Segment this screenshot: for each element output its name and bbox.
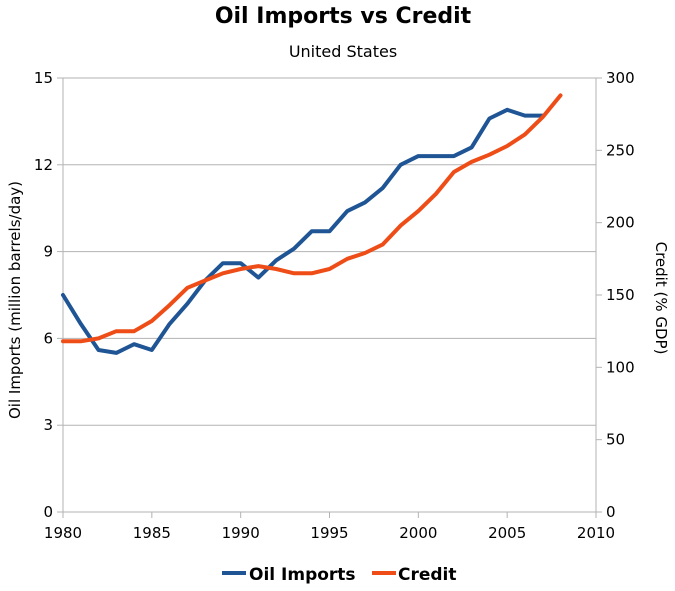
x-tick-labels: 1980 1985 1990 1995 2000 2005 2010: [44, 512, 615, 542]
series-line-credit: [61, 93, 563, 344]
right-y-tick-label-100: 100: [606, 358, 635, 376]
left-y-tick-label-9: 9: [43, 243, 53, 261]
x-tick-label-1990: 1990: [222, 524, 260, 542]
x-tick-label-2000: 2000: [399, 524, 437, 542]
left-y-tick-label-15: 15: [34, 69, 53, 87]
legend: Oil Imports Credit: [222, 565, 457, 585]
left-y-tick-label-3: 3: [43, 416, 53, 434]
legend-item-credit: Credit: [372, 565, 457, 585]
left-y-tick-label-6: 6: [43, 329, 53, 347]
right-y-tick-label-250: 250: [606, 141, 635, 159]
right-y-tick-labels: 0 50 100 150 200 250 300: [596, 69, 635, 521]
left-y-tick-labels: 0 3 6 9 12 15: [34, 69, 63, 521]
x-tick-label-2005: 2005: [488, 524, 526, 542]
x-tick-label-2010: 2010: [577, 524, 615, 542]
series-layer: [61, 93, 563, 355]
left-y-tick-label-12: 12: [34, 156, 53, 174]
right-y-tick-label-50: 50: [606, 431, 625, 449]
right-y-tick-label-200: 200: [606, 214, 635, 232]
legend-label-oil-imports: Oil Imports: [249, 565, 356, 585]
right-y-tick-label-150: 150: [606, 286, 635, 304]
axes: [62, 78, 597, 513]
left-y-tick-label-0: 0: [43, 503, 53, 521]
legend-item-oil-imports: Oil Imports: [222, 565, 356, 585]
left-y-axis-label: Oil Imports (million barrels/day): [6, 181, 24, 419]
chart-title: Oil Imports vs Credit: [215, 4, 472, 29]
gridlines: [63, 77, 596, 513]
legend-label-credit: Credit: [398, 565, 457, 585]
series-line-oil-imports: [61, 107, 545, 355]
right-y-tick-label-300: 300: [606, 69, 635, 87]
chart-subtitle: United States: [289, 42, 397, 61]
right-y-axis-label: Credit (% GDP): [652, 242, 670, 355]
right-y-tick-label-0: 0: [606, 503, 616, 521]
x-tick-label-1985: 1985: [133, 524, 171, 542]
x-tick-label-1995: 1995: [310, 524, 348, 542]
x-tick-label-1980: 1980: [44, 524, 82, 542]
